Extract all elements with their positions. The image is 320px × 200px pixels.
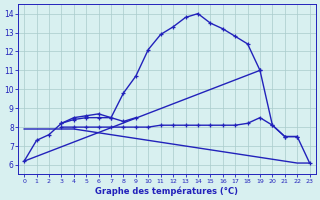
X-axis label: Graphe des températures (°C): Graphe des températures (°C) — [95, 186, 238, 196]
